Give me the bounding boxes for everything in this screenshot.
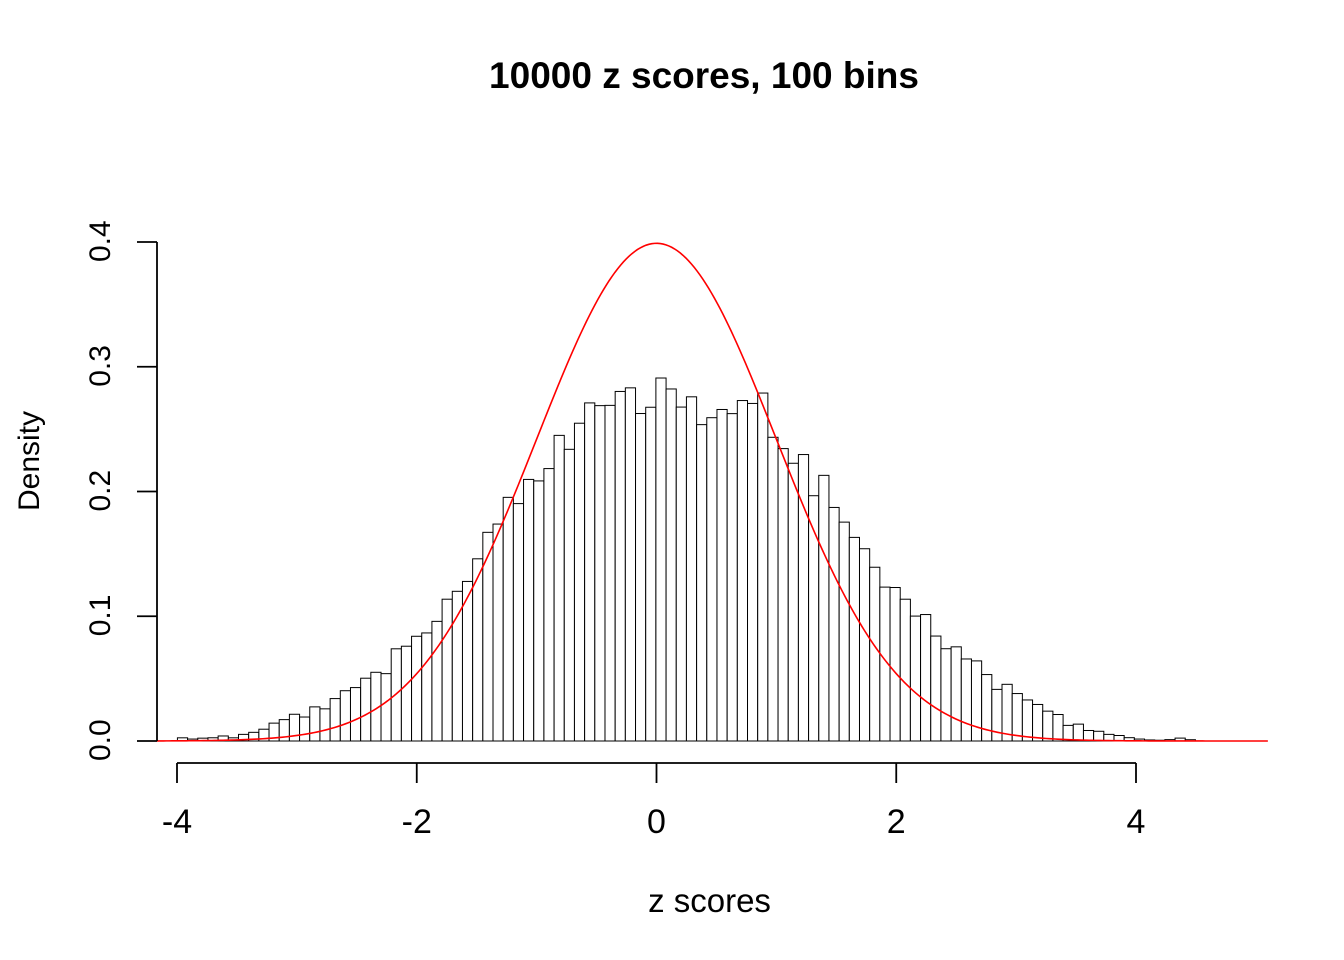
svg-text:4: 4 <box>1127 803 1146 841</box>
svg-text:-4: -4 <box>162 803 192 841</box>
svg-text:0.0: 0.0 <box>84 719 117 761</box>
svg-text:z scores: z scores <box>648 882 771 919</box>
svg-text:0: 0 <box>647 803 666 841</box>
svg-text:-2: -2 <box>402 803 432 841</box>
svg-text:2: 2 <box>887 803 906 841</box>
svg-text:0.3: 0.3 <box>84 345 117 387</box>
svg-text:0.2: 0.2 <box>84 470 117 512</box>
svg-text:10000 z scores, 100 bins: 10000 z scores, 100 bins <box>489 55 919 96</box>
svg-text:Density: Density <box>13 411 46 511</box>
svg-text:0.4: 0.4 <box>84 220 117 262</box>
svg-text:0.1: 0.1 <box>84 595 117 637</box>
